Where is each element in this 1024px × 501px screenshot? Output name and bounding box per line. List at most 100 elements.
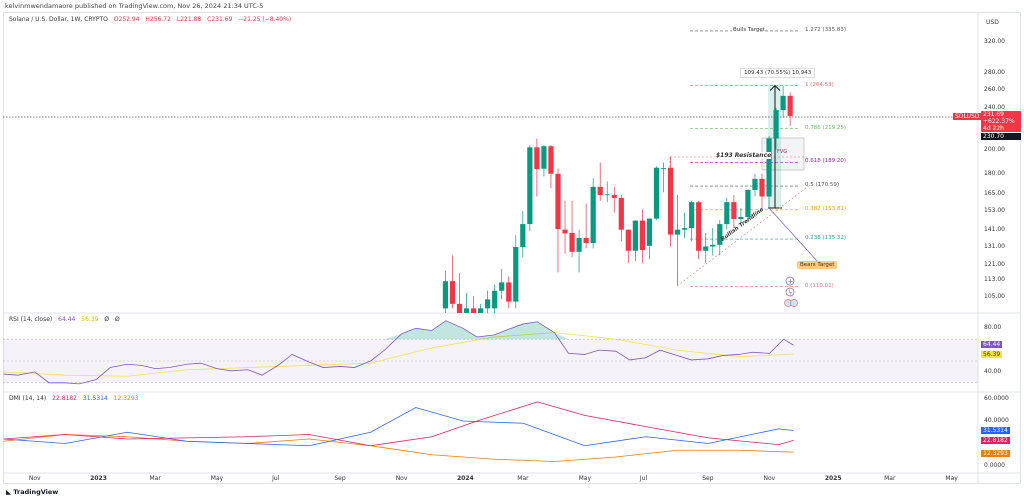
- fib-level-label: 1 (264.53): [805, 81, 834, 88]
- us-flag-icon: [790, 299, 798, 307]
- rsi-extra-1: Ø: [104, 316, 110, 323]
- candle-body: [787, 95, 793, 116]
- dmi-axis-label: 40.0000: [984, 417, 1009, 424]
- brand-name: TradingView: [13, 488, 59, 496]
- price-axis-label: 260.00: [984, 85, 1005, 93]
- candle-body: [759, 178, 765, 197]
- fib-level-label: 0 (110.01): [805, 282, 834, 289]
- price-axis-label: 153.00: [984, 206, 1005, 214]
- prev-close-tag: 230.70: [981, 133, 1021, 140]
- fib-level-label: 0.236 (135.32): [805, 235, 847, 242]
- time-axis-label: 2024: [457, 475, 474, 482]
- dmi-legend: DMI (14, 14) 22.8182 31.5314 12.3293: [9, 395, 142, 402]
- dmi-adx-tag: 12.3293: [981, 450, 1010, 458]
- candle-body: [442, 281, 449, 309]
- price-axis-label: 141.00: [984, 225, 1005, 233]
- candle-body: [569, 232, 575, 252]
- candle-body: [541, 146, 547, 169]
- candle-body: [717, 224, 723, 245]
- dmi-minus-di-line: [3, 401, 794, 447]
- tradingview-logo[interactable]: ◣ TradingView: [6, 488, 58, 496]
- candle-body: [752, 178, 758, 190]
- bulls-target-label: Bulls Target: [733, 26, 765, 33]
- rsi-ma-value-tag: 56.39: [981, 351, 1003, 359]
- ohlc-low: L221.88: [176, 16, 202, 23]
- fib-level-label: 0.786 (219.25): [805, 124, 847, 131]
- time-axis-label: Mar: [149, 475, 161, 482]
- ohlc-high: H256.72: [145, 16, 171, 23]
- resistance-label: $193 Resistance: [716, 152, 772, 159]
- measure-arrow-head: [769, 84, 781, 91]
- currency-label[interactable]: USD: [986, 19, 999, 26]
- candle-body: [534, 147, 540, 170]
- candle-body: [618, 197, 624, 230]
- rsi-legend: RSI (14, close) 64.44 56.39 Ø Ø: [9, 316, 124, 323]
- candle-body: [548, 146, 554, 174]
- time-axis-label: Nov: [395, 475, 408, 482]
- rsi-title: RSI (14, close): [9, 316, 53, 323]
- candle-body: [738, 217, 744, 220]
- dmi-adx-line: [3, 434, 794, 462]
- time-axis-label: Mar: [884, 475, 896, 482]
- candle-body: [527, 147, 533, 225]
- rsi-value-tag: 64.44: [981, 341, 1003, 349]
- bears-target-label: Bears Target: [797, 261, 838, 269]
- dmi-plus-tag: 31.5314: [981, 426, 1010, 434]
- candle-body: [632, 220, 638, 251]
- price-axis-label: 105.00: [984, 293, 1005, 301]
- rsi-value: 64.44: [58, 316, 76, 323]
- rsi-extra-2: Ø: [115, 316, 120, 323]
- candle-body: [555, 173, 561, 230]
- candle-body: [499, 282, 505, 291]
- time-axis-label: 2023: [90, 475, 107, 482]
- candle-body: [646, 218, 653, 246]
- candle-body: [731, 202, 737, 220]
- candle-body: [667, 167, 674, 235]
- candle-body: [682, 228, 688, 230]
- candle-body: [463, 308, 470, 313]
- candle-body: [639, 220, 646, 251]
- dmi-minus-value: 22.8182: [52, 395, 77, 402]
- time-axis-label: May: [210, 475, 224, 482]
- price-axis-label: 320.00: [984, 38, 1005, 45]
- last-price-tag: 231.69 +622.37% 4d 22h: [981, 111, 1021, 132]
- fib-level-label: 0.382 (153.81): [805, 205, 847, 212]
- candle-body: [604, 194, 610, 196]
- fvg-label: FVG: [777, 149, 788, 155]
- price-axis-label: 131.00: [984, 242, 1005, 250]
- time-axis-label: Sep: [702, 475, 714, 482]
- dmi-axis-label: 0.0000: [984, 462, 1005, 469]
- candle-body: [689, 202, 695, 229]
- rsi-axis-label: 40.00: [984, 367, 1002, 375]
- price-axis-label: 180.00: [984, 169, 1005, 177]
- rsi-overbought-fill: [3, 320, 794, 340]
- fib-level-label: 0.618 (189.20): [805, 158, 847, 165]
- rsi-axis-label: 80.00: [984, 324, 1002, 332]
- symbol-legend: Solana / U.S. Dollar, 1W, CRYPTO O252.94…: [9, 16, 295, 23]
- price-tag-countdown: 4d 22h: [983, 125, 1004, 132]
- dmi-axis-label: 60.0000: [984, 394, 1009, 402]
- bears-target-line: [768, 207, 819, 263]
- rsi-ma-value: 56.39: [81, 316, 99, 323]
- ohlc-change: −21.25 (−8.40%): [238, 16, 292, 23]
- time-axis-label: Nov: [28, 475, 41, 482]
- candle-body: [653, 167, 660, 219]
- candle-body: [562, 229, 568, 234]
- candle-body: [674, 229, 681, 235]
- time-axis-label: May: [578, 475, 591, 482]
- fib-level-label: 1.272 (335.83): [805, 26, 847, 33]
- price-axis-label: 113.00: [984, 276, 1005, 284]
- dmi-plus-value: 31.5314: [82, 395, 108, 402]
- candle-body: [766, 138, 772, 197]
- price-axis-label: 121.00: [984, 260, 1005, 268]
- candle-body: [625, 229, 631, 251]
- time-axis-label: Mar: [517, 475, 529, 482]
- measure-tooltip: 109.43 (70.55%) 10,943: [740, 68, 816, 78]
- time-axis-label: Jul: [272, 475, 280, 482]
- candle-body: [590, 186, 596, 244]
- candle-body: [611, 195, 617, 198]
- price-axis-label: 280.00: [984, 68, 1005, 76]
- candle-body: [478, 308, 484, 313]
- candle-body: [745, 189, 751, 218]
